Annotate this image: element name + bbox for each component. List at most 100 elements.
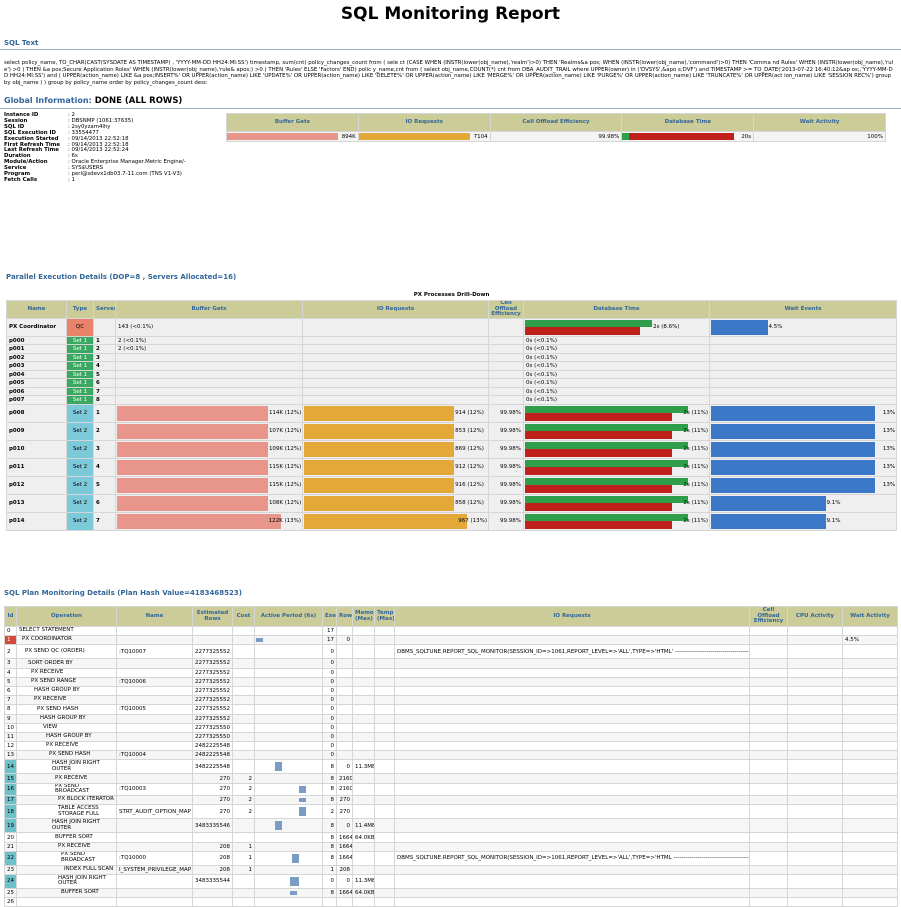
plan-cell — [232, 667, 255, 678]
value-label: 13% — [882, 428, 896, 435]
info-value: SYS$USERS — [68, 165, 104, 172]
info-value: 2 — [68, 112, 75, 119]
px-cell: 9.1% — [708, 511, 898, 531]
column-header: Buffer Gets — [226, 113, 359, 132]
plan-cell — [374, 782, 395, 797]
px-cell: Set 1 — [66, 344, 94, 354]
plan-cell — [116, 731, 193, 743]
plan-cell — [787, 635, 843, 646]
value-label: 916 (12%) — [455, 482, 484, 489]
plan-cell: 8 — [322, 887, 337, 899]
plan-cell — [749, 625, 788, 637]
plan-cell — [352, 676, 375, 687]
plan-cell — [374, 713, 395, 724]
plan-cell — [394, 731, 750, 743]
column-header: Database Time — [523, 300, 710, 319]
plan-row: 12 PX RECEIVE 2482225548 0 — [4, 741, 898, 752]
px-cell: p002 — [6, 352, 67, 363]
plan-cell — [352, 704, 375, 715]
column-header: Name — [116, 606, 193, 627]
px-cell: 115K (12%) — [115, 457, 303, 477]
px-cell — [115, 386, 303, 397]
px-cell: 912 (12%) — [302, 457, 489, 477]
plan-cell — [842, 897, 898, 907]
plan-cell: 0 — [322, 695, 337, 706]
plan-row: 22 PX SEND BROADCAST:TQ10000 208 1 8 1664 DBMS… — [4, 850, 898, 866]
px-cell — [115, 361, 303, 371]
db-time-bar — [525, 521, 672, 529]
plan-cell — [394, 773, 750, 784]
value-bar — [711, 513, 826, 529]
plan-cell — [842, 741, 898, 752]
px-cell: p007 — [6, 395, 67, 405]
plan-cell: 8 — [322, 841, 337, 852]
plan-cell — [374, 818, 395, 834]
plan-cell — [787, 704, 843, 715]
plan-cell — [842, 658, 898, 669]
px-cell: Set 2 — [66, 439, 94, 459]
px-cell: p011 — [6, 457, 67, 477]
plan-cell — [842, 704, 898, 715]
plan-cell — [374, 695, 395, 706]
px-cell: 2 (<0.1%) — [115, 335, 303, 346]
plan-cell: HASH GROUP BY — [16, 685, 117, 697]
plan-cell: 18 — [4, 804, 17, 820]
column-header: Cell Offload Efficiency — [488, 300, 524, 319]
plan-cell — [116, 759, 193, 775]
plan-cell — [352, 635, 375, 646]
plan-cell — [352, 644, 375, 660]
plan-cell: 2 — [4, 644, 17, 660]
info-row: Session DBSNMP (1061:37635) — [4, 118, 222, 125]
plan-cell: 0 — [322, 713, 337, 724]
column-header: Operation — [16, 606, 117, 627]
plan-cell: 1 — [232, 850, 255, 866]
plan-cell: HASH JOIN RIGHT OUTER — [16, 818, 117, 834]
px-cell: 99.98% — [488, 493, 524, 513]
value-bar — [117, 495, 269, 511]
plan-cell: 1664 — [336, 850, 353, 866]
active-period-bar — [299, 785, 306, 794]
plan-cell — [116, 795, 193, 806]
plan-row: 21 PX RECEIVE 208 1 8 1664 — [4, 841, 898, 852]
px-cell: 8 — [93, 395, 116, 405]
plan-cell — [749, 635, 788, 646]
px-cell: 7 — [93, 511, 116, 531]
plan-cell: PX RECEIVE — [16, 741, 117, 752]
px-cell — [488, 317, 524, 337]
plan-cell: HASH JOIN RIGHT OUTER — [16, 873, 117, 889]
plan-cell — [116, 695, 193, 706]
plan-cell — [749, 741, 788, 752]
column-header: Wait Activity — [842, 606, 898, 627]
plan-cell — [787, 722, 843, 733]
info-value: 09/14/2013 22:52:18 — [68, 142, 129, 149]
plan-cell — [394, 685, 750, 697]
plan-cell — [352, 731, 375, 743]
plan-cell — [116, 773, 193, 784]
plan-cell — [842, 873, 898, 889]
db-time-bar — [525, 413, 672, 421]
plan-cell — [749, 644, 788, 660]
info-label: Last Refresh Time — [4, 147, 59, 154]
stat-bar — [227, 133, 339, 140]
value-bar — [711, 405, 875, 421]
plan-cell — [336, 658, 353, 669]
plan-cell: 8 — [322, 782, 337, 797]
px-cell: 107K (12%) — [115, 421, 303, 441]
plan-cell — [394, 818, 750, 834]
px-row: p002 Set 1 3 0s (<0.1%) — [6, 352, 898, 363]
info-value: Oracle Enterprise Manager.Metric Engine/… — [68, 159, 186, 166]
plan-cell — [787, 644, 843, 660]
plan-cell — [352, 625, 375, 637]
px-cell: 13% — [708, 403, 898, 423]
plan-cell — [352, 667, 375, 678]
plan-cell — [749, 897, 788, 907]
stat-bar — [629, 133, 734, 140]
px-cell: 2 — [93, 421, 116, 441]
value-bar — [117, 423, 269, 439]
plan-cell — [352, 750, 375, 761]
plan-cell — [254, 818, 323, 834]
plan-cell: 0 — [322, 676, 337, 687]
px-cell — [302, 344, 489, 354]
px-cell: 4 — [93, 361, 116, 371]
plan-row: 17 PX BLOCK ITERATOR 270 2 8 270 — [4, 795, 898, 806]
